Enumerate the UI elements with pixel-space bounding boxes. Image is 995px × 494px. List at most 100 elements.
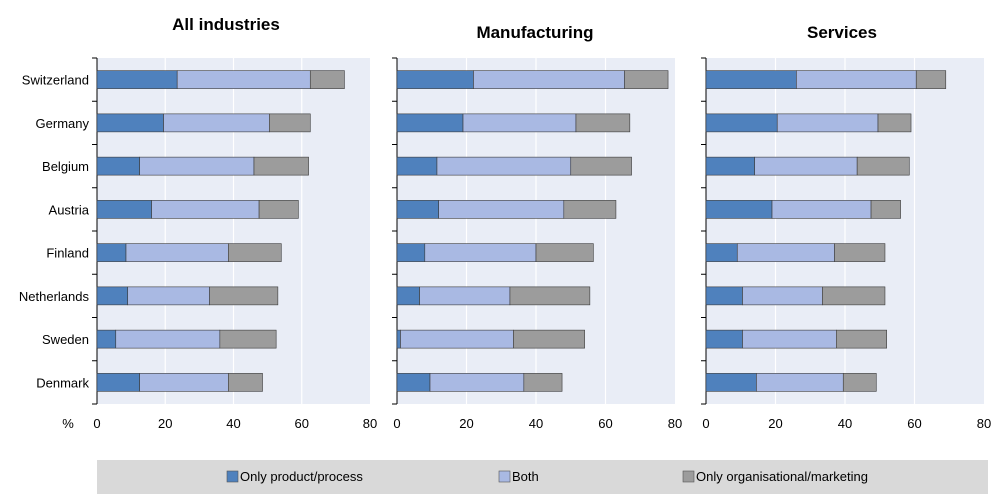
category-label-netherlands: Netherlands — [19, 289, 90, 304]
bar-belgium-both — [754, 156, 858, 176]
bar-sweden-only-product-process — [96, 329, 117, 349]
legend-label-both: Both — [512, 469, 539, 484]
panel-all-industries: All industries Switzerland Germany Belgium A… — [19, 15, 377, 431]
bar-denmark-both — [429, 373, 525, 392]
bar-austria-both — [151, 200, 260, 219]
bar-switzerland-only-organisational-marketing — [915, 70, 947, 89]
unit-label: % — [62, 416, 74, 431]
bar-austria-only-product-process — [96, 200, 152, 219]
bar-denmark-both — [139, 373, 229, 392]
x-tick-label: 80 — [668, 416, 682, 431]
bar-netherlands-both — [127, 286, 210, 306]
bar-belgium-only-product-process — [396, 156, 438, 176]
bar-austria-only-product-process — [396, 200, 440, 219]
bar-germany-only-product-process — [396, 113, 464, 133]
bar-belgium-only-product-process — [96, 156, 140, 176]
chart-panels: All industries Switzerland Germany Belgium A… — [19, 15, 991, 431]
bar-sweden-only-product-process — [396, 329, 401, 349]
panel-title: Services — [807, 23, 877, 42]
category-label-switzerland: Switzerland — [22, 73, 89, 88]
x-tick-label: 20 — [459, 416, 473, 431]
legend-background — [97, 460, 988, 494]
bar-netherlands-both — [419, 286, 511, 306]
bar-sweden-both — [742, 329, 837, 349]
bar-germany-only-organisational-marketing — [269, 113, 311, 133]
x-tick-label: 80 — [977, 416, 991, 431]
bar-netherlands-both — [742, 286, 823, 306]
x-tick-label: 60 — [907, 416, 921, 431]
category-label-germany: Germany — [36, 116, 90, 131]
x-tick-label: 0 — [702, 416, 709, 431]
bar-austria-both — [771, 200, 872, 219]
chart-legend: Only product/process Both Only organisat… — [97, 460, 988, 494]
bar-netherlands-only-organisational-marketing — [209, 286, 279, 306]
bar-austria-only-product-process — [705, 200, 773, 219]
bar-denmark-only-product-process — [705, 373, 757, 392]
bar-belgium-only-organisational-marketing — [570, 156, 632, 176]
legend-swatch-only-organisational-marketing — [682, 470, 695, 483]
category-label-belgium: Belgium — [42, 159, 89, 174]
x-tick-label: 0 — [93, 416, 100, 431]
bar-austria-only-organisational-marketing — [870, 200, 901, 219]
bar-finland-only-product-process — [96, 243, 127, 262]
bar-denmark-only-product-process — [96, 373, 140, 392]
bar-finland-both — [125, 243, 229, 262]
bar-germany-both — [462, 113, 577, 133]
bar-finland-only-organisational-marketing — [228, 243, 282, 262]
x-tick-label: 20 — [158, 416, 172, 431]
bar-switzerland-both — [796, 70, 917, 89]
bar-netherlands-only-organisational-marketing — [509, 286, 591, 306]
bar-denmark-both — [756, 373, 844, 392]
bar-switzerland-only-product-process — [96, 70, 178, 89]
bar-belgium-only-organisational-marketing — [253, 156, 309, 176]
x-tick-label: 40 — [838, 416, 852, 431]
panel-title: Manufacturing — [476, 23, 593, 42]
bar-germany-only-organisational-marketing — [877, 113, 912, 133]
legend-swatch-both — [498, 470, 511, 483]
x-tick-label: 60 — [295, 416, 309, 431]
bar-austria-only-organisational-marketing — [563, 200, 617, 219]
bar-sweden-both — [115, 329, 221, 349]
panel-manufacturing: Manufacturing 0 20 40 60 80 — [392, 23, 682, 431]
bar-sweden-only-product-process — [705, 329, 743, 349]
bar-germany-only-product-process — [96, 113, 164, 133]
bar-switzerland-only-organisational-marketing — [624, 70, 669, 89]
bar-denmark-only-organisational-marketing — [523, 373, 563, 392]
bar-netherlands-only-product-process — [396, 286, 420, 306]
bar-switzerland-only-organisational-marketing — [309, 70, 345, 89]
bar-switzerland-only-product-process — [705, 70, 797, 89]
legend-swatch-only-product-process — [226, 470, 239, 483]
bar-finland-only-product-process — [705, 243, 738, 262]
bar-denmark-only-organisational-marketing — [228, 373, 263, 392]
bar-switzerland-both — [473, 70, 625, 89]
bar-germany-both — [163, 113, 270, 133]
x-tick-label: 40 — [529, 416, 543, 431]
panel-services: Services 0 20 40 60 80 — [701, 23, 991, 431]
x-tick-label: 60 — [598, 416, 612, 431]
bar-sweden-only-organisational-marketing — [513, 329, 585, 349]
bar-austria-both — [438, 200, 565, 219]
x-tick-label: 80 — [363, 416, 377, 431]
bar-netherlands-only-product-process — [96, 286, 129, 306]
x-tick-label: 40 — [226, 416, 240, 431]
bar-sweden-only-organisational-marketing — [836, 329, 888, 349]
category-label-denmark: Denmark — [36, 375, 89, 390]
bar-belgium-both — [139, 156, 255, 176]
bar-germany-both — [776, 113, 879, 133]
bar-austria-only-organisational-marketing — [258, 200, 299, 219]
legend-label-only-product-process: Only product/process — [240, 469, 363, 484]
x-tick-label: 0 — [393, 416, 400, 431]
category-label-austria: Austria — [49, 202, 90, 217]
bar-finland-both — [736, 243, 835, 262]
category-label-finland: Finland — [46, 246, 89, 261]
bar-finland-only-organisational-marketing — [834, 243, 886, 262]
bar-finland-both — [424, 243, 537, 262]
bar-switzerland-only-product-process — [396, 70, 474, 89]
bar-sweden-both — [400, 329, 514, 349]
category-label-sweden: Sweden — [42, 332, 89, 347]
bar-belgium-only-organisational-marketing — [856, 156, 910, 176]
bar-netherlands-only-organisational-marketing — [822, 286, 886, 306]
bar-netherlands-only-product-process — [705, 286, 743, 306]
